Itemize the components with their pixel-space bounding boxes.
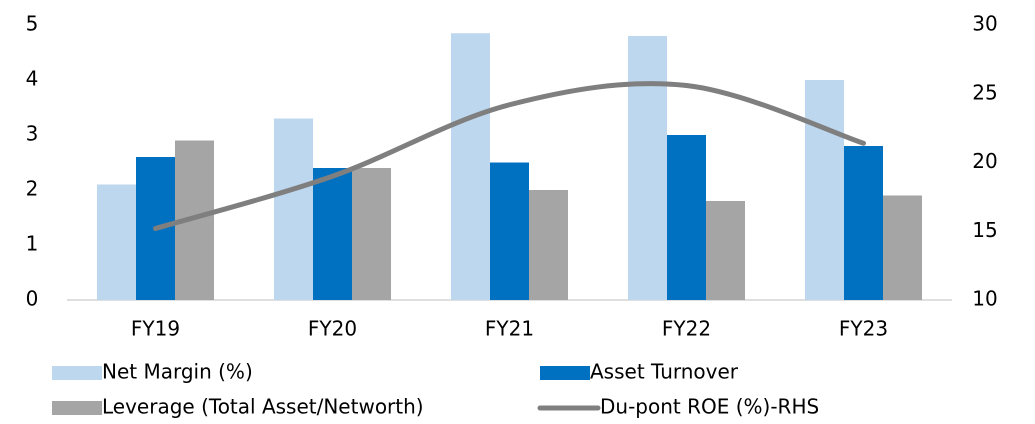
bar <box>844 146 883 300</box>
legend-label: Net Margin (%) <box>102 360 253 384</box>
y-tick-label: 1 <box>26 232 39 256</box>
x-tick-label: FY19 <box>131 317 180 341</box>
bar <box>628 36 667 300</box>
legend-swatch <box>540 366 590 380</box>
bar <box>805 80 844 300</box>
bar <box>313 168 352 300</box>
y-tick-label: 0 <box>26 287 39 311</box>
line <box>153 81 866 231</box>
x-tick-label: FY23 <box>839 317 888 341</box>
y-tick-label: 5 <box>26 12 39 36</box>
x-tick-label: FY21 <box>485 317 534 341</box>
legend-label: Asset Turnover <box>590 360 739 384</box>
legend-label: Du-pont ROE (%)-RHS <box>600 395 819 419</box>
bar <box>529 190 568 300</box>
legend-label: Leverage (Total Asset/Networth) <box>102 395 424 419</box>
y-tick-label: 2 <box>26 177 39 201</box>
legend-swatch <box>52 401 102 415</box>
bar <box>97 184 136 300</box>
x-tick-label: FY22 <box>662 317 711 341</box>
y2-tick-label: 25 <box>972 80 997 104</box>
bar <box>706 201 745 300</box>
y-tick-label: 4 <box>26 67 39 91</box>
bar <box>352 168 391 300</box>
y2-tick-label: 10 <box>972 287 997 311</box>
legend-swatch <box>52 366 102 380</box>
x-tick-label: FY20 <box>308 317 357 341</box>
y2-tick-label: 20 <box>972 149 997 173</box>
bar <box>451 33 490 300</box>
bar <box>274 118 313 300</box>
y-tick-label: 3 <box>26 122 39 146</box>
y2-tick-label: 30 <box>972 12 997 36</box>
bar <box>667 135 706 300</box>
bar <box>490 162 529 300</box>
bar <box>883 195 922 300</box>
y2-tick-label: 15 <box>972 218 997 242</box>
